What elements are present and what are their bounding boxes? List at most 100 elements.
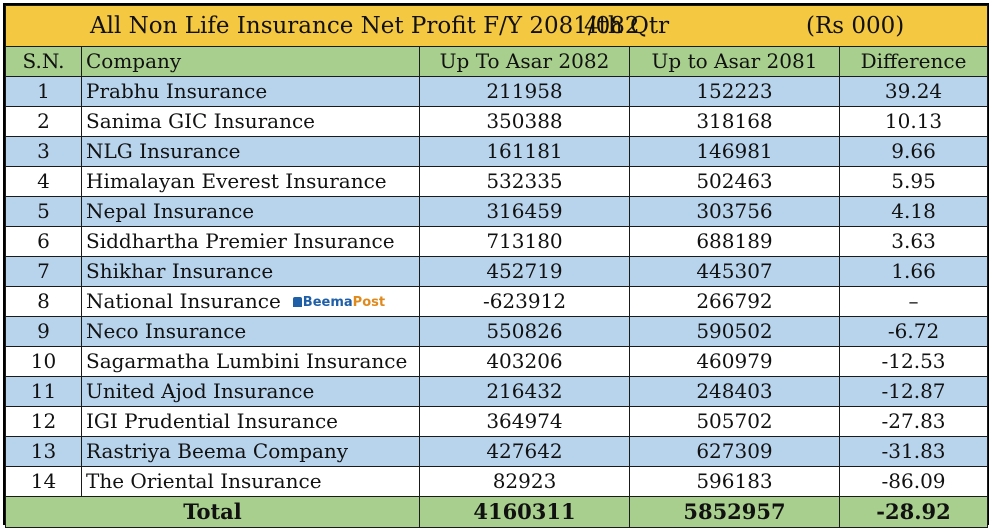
sn-cell-text: 5 [37, 199, 50, 223]
table-row: 8 National Insurance BeemaPost -623912 26679… [5, 286, 989, 317]
company-cell-text: The Oriental Insurance [86, 469, 322, 493]
value-2081-cell-text: 445307 [696, 259, 773, 283]
company-cell: Shikhar Insurance [81, 256, 420, 287]
table-row: 14 The Oriental Insurance 82923 596183 -86.0… [5, 466, 989, 497]
total-row: Total 4160311 5852957 -28.92 [5, 496, 989, 528]
value-2081-cell: 303756 [629, 196, 840, 227]
sn-cell: 3 [5, 136, 82, 167]
building-icon [292, 296, 302, 307]
company-cell: Sanima GIC Insurance [81, 106, 420, 137]
value-2081-cell-text: 627309 [696, 439, 773, 463]
sn-cell-text: 12 [30, 409, 57, 433]
company-cell: IGI Prudential Insurance [81, 406, 420, 437]
watermark-beema-text: Beema [302, 294, 353, 310]
profit-table-sheet: All Non Life Insurance Net Profit F/Y 20… [3, 3, 989, 528]
company-cell-text: National Insurance [86, 289, 281, 313]
table-title: All Non Life Insurance Net Profit F/Y 20… [90, 13, 640, 39]
value-2082-cell: 427642 [419, 436, 630, 467]
value-2082-cell: 364974 [419, 406, 630, 437]
table-row: 13 Rastriya Beema Company 427642 627309 -31.… [5, 436, 989, 467]
unit-label: (Rs 000) [806, 13, 905, 39]
sn-cell-text: 10 [30, 349, 57, 373]
value-2081-cell-text: 460979 [696, 349, 773, 373]
title-row: All Non Life Insurance Net Profit F/Y 20… [4, 5, 989, 47]
value-2082-cell-text: 550826 [486, 319, 563, 343]
sn-cell-text: 2 [37, 109, 50, 133]
company-cell-text: Rastriya Beema Company [86, 439, 349, 463]
value-2082-cell: 316459 [419, 196, 630, 227]
company-cell: Rastriya Beema Company [81, 436, 420, 467]
difference-cell-text: -27.83 [881, 409, 946, 433]
difference-cell: 9.66 [838, 136, 989, 167]
value-2082-cell: 550826 [419, 316, 630, 347]
value-2082-cell-text: 713180 [486, 229, 563, 253]
company-cell: Sagarmatha Lumbini Insurance [81, 346, 420, 377]
value-2081-cell: 146981 [629, 136, 840, 167]
difference-cell-text: -12.53 [881, 349, 946, 373]
table-row: 7 Shikhar Insurance 452719 445307 1.66 [5, 256, 989, 287]
value-2081-cell: 596183 [629, 466, 840, 497]
company-cell-text: Sanima GIC Insurance [86, 109, 316, 133]
sn-cell: 5 [5, 196, 82, 227]
value-2081-cell: 590502 [629, 316, 840, 347]
table-row: 6 Siddhartha Premier Insurance 713180 68818… [5, 226, 989, 257]
sn-cell: 1 [5, 76, 82, 107]
difference-cell-text: 10.13 [884, 109, 943, 133]
difference-cell-text: 3.63 [891, 229, 936, 253]
value-2082-cell: 161181 [419, 136, 630, 167]
difference-cell-text: 1.66 [891, 259, 936, 283]
difference-cell: 3.63 [838, 226, 989, 257]
difference-cell-text: -86.09 [881, 469, 946, 493]
value-2081-cell: 627309 [629, 436, 840, 467]
value-2081-cell-text: 318168 [696, 109, 773, 133]
company-cell-text: United Ajod Insurance [86, 379, 315, 403]
total-2082: 4160311 [419, 496, 630, 528]
difference-cell-text: 5.95 [891, 169, 936, 193]
header-difference: Difference [838, 46, 989, 77]
sn-cell-text: 8 [37, 289, 50, 313]
difference-cell: -31.83 [838, 436, 989, 467]
header-company: Company [81, 46, 420, 77]
value-2081-cell: 266792 [629, 286, 840, 317]
value-2081-cell: 152223 [629, 76, 840, 107]
value-2082-cell: 211958 [419, 76, 630, 107]
difference-cell: -12.53 [838, 346, 989, 377]
total-label: Total [5, 496, 420, 528]
company-cell-text: Neco Insurance [86, 319, 247, 343]
value-2082-cell: 713180 [419, 226, 630, 257]
value-2081-cell: 460979 [629, 346, 840, 377]
value-2082-cell-text: 364974 [486, 409, 563, 433]
value-2081-cell-text: 505702 [696, 409, 773, 433]
header-2082: Up To Asar 2082 [419, 46, 630, 77]
sn-cell: 13 [5, 436, 82, 467]
value-2082-cell-text: 161181 [486, 139, 563, 163]
sn-cell: 6 [5, 226, 82, 257]
value-2082-cell-text: 211958 [486, 79, 563, 103]
sn-cell-text: 3 [37, 139, 50, 163]
value-2082-cell-text: 82923 [492, 469, 557, 493]
difference-cell-text: 4.18 [891, 199, 936, 223]
table-row: 1 Prabhu Insurance 211958 152223 39.24 [5, 76, 989, 107]
header-2081: Up to Asar 2081 [629, 46, 840, 77]
quarter-label: 4th Qtr [584, 13, 670, 39]
difference-cell: – [838, 286, 989, 317]
company-cell: The Oriental Insurance [81, 466, 420, 497]
title-cell: All Non Life Insurance Net Profit F/Y 20… [4, 5, 989, 47]
sn-cell-text: 9 [37, 319, 50, 343]
value-2081-cell: 505702 [629, 406, 840, 437]
difference-cell: 5.95 [838, 166, 989, 197]
company-cell: Himalayan Everest Insurance [81, 166, 420, 197]
table-row: 10 Sagarmatha Lumbini Insurance 403206 4609… [5, 346, 989, 377]
company-cell-text: Siddhartha Premier Insurance [86, 229, 395, 253]
value-2082-cell: 216432 [419, 376, 630, 407]
company-cell: Prabhu Insurance [81, 76, 420, 107]
sn-cell: 10 [5, 346, 82, 377]
table-row: 3 NLG Insurance 161181 146981 9.66 [5, 136, 989, 167]
company-cell-text: Prabhu Insurance [86, 79, 268, 103]
value-2081-cell-text: 502463 [696, 169, 773, 193]
value-2081-cell: 445307 [629, 256, 840, 287]
value-2082-cell-text: 403206 [486, 349, 563, 373]
company-cell: NLG Insurance [81, 136, 420, 167]
value-2081-cell-text: 152223 [696, 79, 773, 103]
header-sn: S.N. [5, 46, 82, 77]
